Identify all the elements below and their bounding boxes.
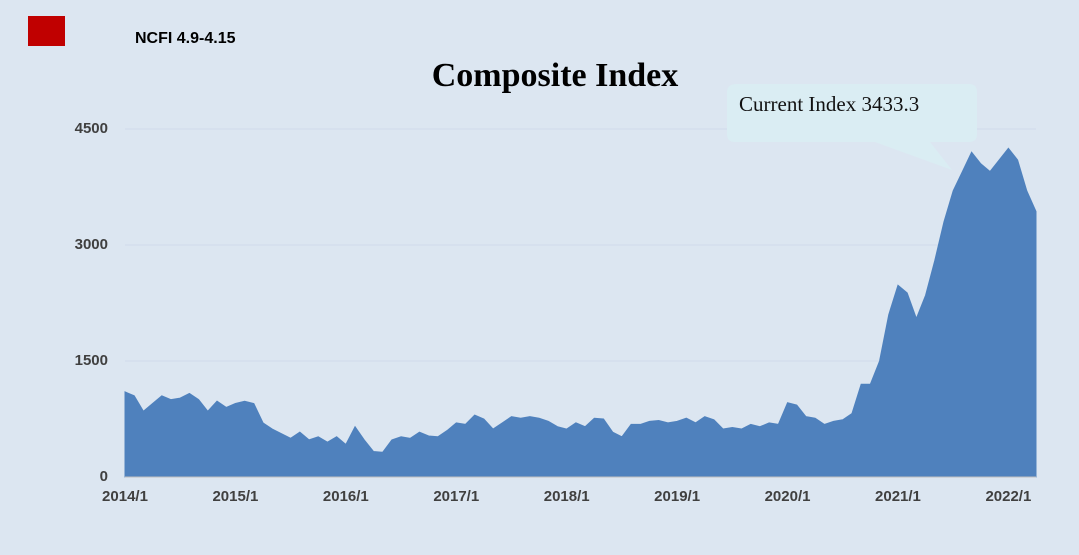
x-tick-label: 2015/1 [212, 488, 258, 505]
x-tick-label: 2017/1 [433, 488, 479, 505]
x-tick-label: 2020/1 [765, 488, 811, 505]
callout-box [727, 84, 977, 170]
plot [124, 147, 1037, 478]
x-tick-label: 2022/1 [985, 488, 1031, 505]
chart-title: Composite Index [432, 57, 679, 94]
grid: 0 1500 3000 4500 2014/1 2015/1 2016/1 2017/1 201… [75, 120, 1036, 505]
y-tick-label: 1500 [75, 352, 108, 369]
x-tick-label: 2014/1 [102, 488, 148, 505]
x-tick-label: 2016/1 [323, 488, 369, 505]
x-tick-label: 2021/1 [875, 488, 921, 505]
y-tick-label: 4500 [75, 120, 108, 137]
callout-text: Current Index 3433.3 [739, 92, 919, 116]
area [124, 147, 1037, 478]
y-tick-label: 3000 [75, 236, 108, 253]
legend-swatch [28, 16, 65, 46]
y-tick-label: 0 [100, 468, 108, 485]
legend-label: NCFI 4.9-4.15 [135, 30, 236, 47]
x-tick-label: 2019/1 [654, 488, 700, 505]
x-tick-label: 2018/1 [544, 488, 590, 505]
